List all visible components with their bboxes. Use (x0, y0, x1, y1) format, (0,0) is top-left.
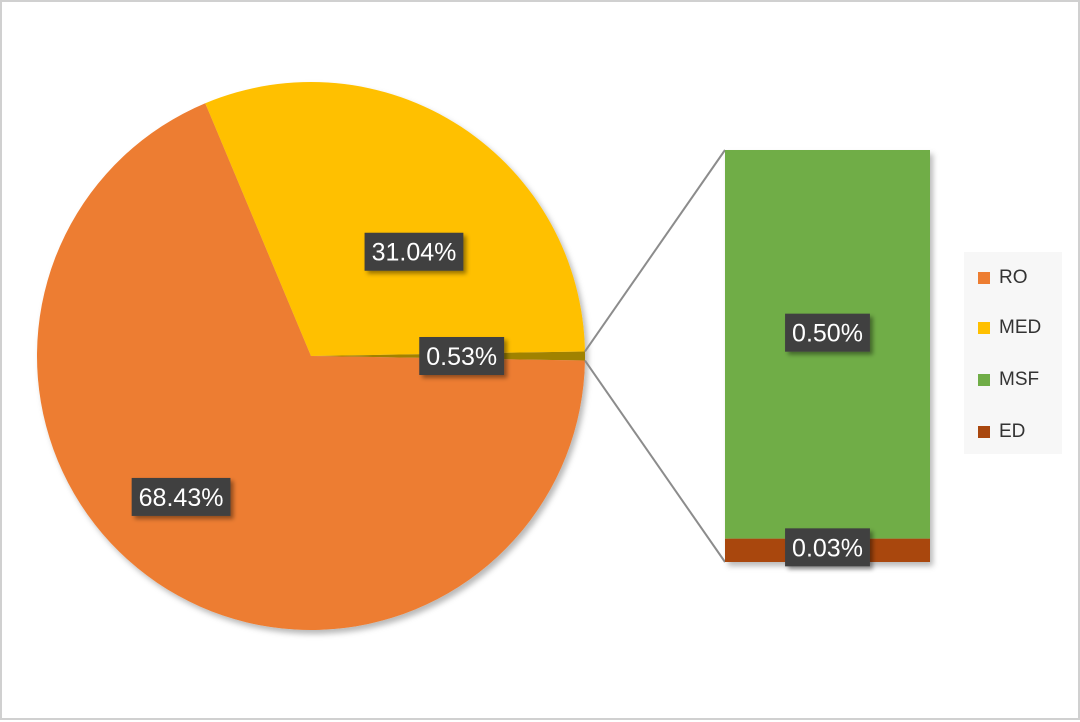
legend-item-ed: ED (978, 420, 1025, 444)
svg-text:0.03%: 0.03% (792, 534, 863, 562)
legend-swatch-ed (978, 426, 990, 438)
legend-label-ro: RO (999, 267, 1028, 288)
legend: RO MED MSF ED (964, 252, 1062, 454)
legend-label-msf: MSF (999, 369, 1040, 390)
bar-group (725, 150, 930, 562)
connector-line-bottom (584, 359, 726, 563)
svg-text:31.04%: 31.04% (372, 239, 457, 267)
legend-item-med: MED (978, 316, 1041, 340)
legend-swatch-ro (978, 272, 990, 284)
data-label-ed: 0.03% (785, 528, 870, 567)
data-label-ro: 68.43% (131, 477, 231, 516)
data-label-msf: 0.50% (785, 313, 870, 352)
data-label-med: 31.04% (364, 232, 464, 271)
connector-line-top (584, 149, 726, 353)
svg-text:0.53%: 0.53% (426, 343, 497, 371)
legend-label-med: MED (999, 317, 1042, 338)
legend-item-msf: MSF (978, 368, 1039, 392)
legend-label-ed: ED (999, 421, 1026, 442)
legend-swatch-med (978, 322, 990, 334)
legend-swatch-msf (978, 374, 990, 386)
data-label-other: 0.53% (419, 337, 505, 375)
svg-text:0.50%: 0.50% (792, 320, 863, 348)
pie-slice-med (205, 81, 585, 356)
svg-text:68.43%: 68.43% (139, 484, 224, 512)
legend-item-ro: RO (978, 266, 1028, 290)
